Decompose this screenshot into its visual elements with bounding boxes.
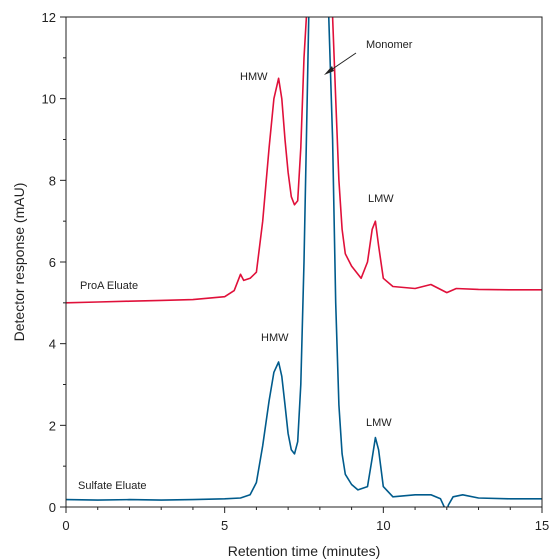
y-tick-label: 8: [49, 173, 56, 188]
annotation-proa-hmw: HMW: [240, 71, 268, 83]
series-layer: [66, 17, 542, 507]
y-tick-label: 12: [42, 10, 56, 25]
y-axis-title: Detector response (mAU): [11, 183, 27, 342]
series-label-proa-eluate: ProA Eluate: [80, 280, 138, 292]
annotation-sulfate-lmw: LMW: [366, 417, 392, 429]
y-tick-label: 0: [49, 500, 56, 515]
series-line-sulfate-eluate: [66, 17, 542, 507]
x-axis-title: Retention time (minutes): [228, 543, 381, 559]
annotation-sulfate-hmw: HMW: [261, 332, 289, 344]
y-tick-label: 4: [49, 337, 56, 352]
y-tick-label: 2: [49, 418, 56, 433]
x-tick-label: 10: [376, 518, 390, 533]
axes-layer: 0 5 10 15 0 2 4 6 8 10 12: [42, 10, 550, 533]
y-tick-label: 6: [49, 255, 56, 270]
y-tick-label: 10: [42, 92, 56, 107]
x-tick-label: 5: [221, 518, 228, 533]
monomer-arrowhead: [324, 66, 334, 75]
x-tick-label: 15: [535, 518, 549, 533]
x-tick-label: 0: [62, 518, 69, 533]
annotation-monomer: Monomer: [366, 39, 413, 51]
annotation-proa-lmw: LMW: [368, 193, 394, 205]
series-label-sulfate-eluate: Sulfate Eluate: [78, 480, 147, 492]
series-line-proa-eluate: [66, 17, 542, 304]
